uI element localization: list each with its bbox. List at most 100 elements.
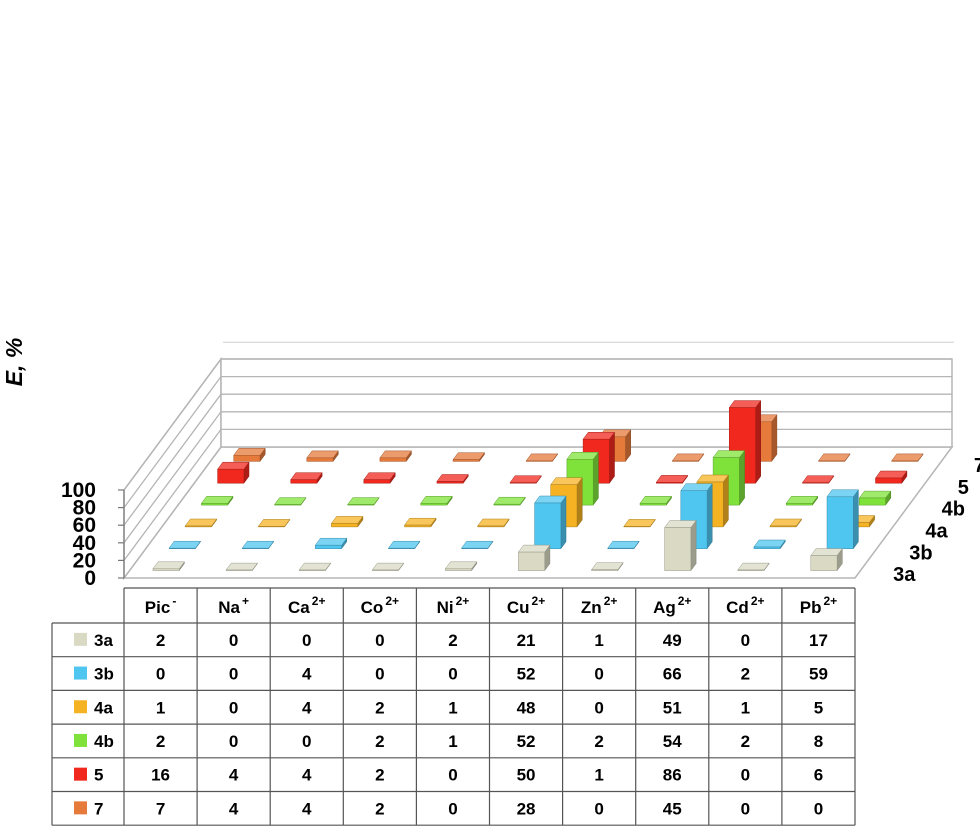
- bar-7-pic: [233, 447, 266, 463]
- depth-label-7: 7: [974, 455, 980, 477]
- y-tick-20: 20: [73, 549, 96, 572]
- category-label-pic: Pic -: [145, 594, 177, 617]
- depth-label-4a: 4a: [925, 520, 948, 542]
- bar-5-ca: [363, 471, 396, 484]
- category-label-ni: Ni 2+: [437, 594, 470, 617]
- cell-3a-ni: 2: [448, 631, 457, 650]
- cell-7-pb: 0: [814, 799, 823, 818]
- bar-3b-ni: [461, 540, 494, 550]
- depth-label-5: 5: [958, 477, 969, 499]
- legend-swatch-4a: [74, 700, 87, 714]
- bar-7-pb: [891, 453, 924, 463]
- legend-swatch-7: [74, 801, 87, 815]
- legend-label-4a: 4a: [94, 698, 113, 717]
- cell-3b-ni: 0: [448, 665, 457, 684]
- bar-7-zn: [671, 453, 705, 463]
- cell-5-ag: 86: [663, 766, 682, 785]
- cell-4a-zn: 0: [594, 698, 603, 717]
- y-tick-60: 60: [73, 514, 96, 537]
- bar-7-co: [452, 451, 486, 463]
- cell-5-pb: 6: [814, 766, 823, 785]
- cell-3b-ag: 66: [663, 665, 682, 684]
- cell-5-co: 2: [375, 766, 384, 785]
- y-tick-80: 80: [73, 497, 96, 520]
- category-label-zn: Zn 2+: [581, 594, 617, 617]
- category-label-cu: Cu 2+: [507, 594, 545, 617]
- bar-3a-co: [371, 562, 405, 572]
- cell-3a-pic: 2: [156, 631, 165, 650]
- bar-3b-pb: [826, 489, 859, 550]
- cell-4a-cu: 48: [517, 698, 536, 717]
- category-label-ag: Ag 2+: [653, 594, 691, 617]
- cell-3a-co: 0: [375, 631, 384, 650]
- bar-5-pb: [875, 470, 908, 484]
- category-label-na: Na +: [218, 594, 249, 617]
- bar-3a-ag: [664, 519, 697, 572]
- bar-3a-zn: [591, 561, 624, 572]
- y-tick-40: 40: [73, 532, 96, 555]
- cell-3a-cu: 21: [517, 631, 536, 650]
- category-label-co: Co 2+: [361, 594, 399, 617]
- legend-label-3a: 3a: [94, 631, 113, 650]
- cell-4a-co: 2: [375, 698, 384, 717]
- cell-3a-na: 0: [229, 631, 238, 650]
- cell-7-ag: 45: [663, 799, 682, 818]
- cell-3b-cd: 2: [741, 665, 750, 684]
- gridline-20: [123, 428, 952, 561]
- data-table: Pic - Na + Ca 2+ Co 2+ Ni 2+ Cu 2+ Zn 2+ Ag 2+ Cd 2+ Pb 2+ 3…: [51, 587, 856, 826]
- bar-4b-cd: [785, 495, 819, 506]
- category-label-cd: Cd 2+: [726, 594, 764, 617]
- cell-3a-pb: 17: [809, 631, 828, 650]
- legend-label-7: 7: [94, 799, 103, 818]
- legend-swatch-5: [74, 767, 87, 781]
- bar-3b-cd: [753, 539, 786, 550]
- cell-3b-ca: 4: [302, 665, 312, 684]
- gridline-100: [123, 358, 952, 491]
- legend-swatch-4b: [74, 733, 87, 747]
- bar-4b-zn: [639, 495, 672, 506]
- bar-3b-ag: [680, 482, 713, 550]
- legend-label-4b: 4b: [94, 732, 114, 751]
- bar-4b-ni: [493, 496, 526, 506]
- bar-3a-pb: [810, 547, 843, 572]
- cell-4a-cd: 1: [741, 698, 750, 717]
- cell-5-zn: 1: [594, 766, 603, 785]
- cell-3a-ca: 0: [302, 631, 311, 650]
- bar-3a-cu: [517, 544, 551, 572]
- cell-3b-zn: 0: [594, 665, 603, 684]
- depth-label-3b: 3b: [909, 542, 932, 564]
- bar-7-ca: [379, 450, 412, 463]
- chart-bars: [152, 399, 924, 572]
- cell-7-pic: 7: [156, 799, 165, 818]
- bar-4b-pic: [200, 495, 234, 506]
- legend-label-5: 5: [94, 766, 103, 785]
- gridline-40: [123, 411, 952, 544]
- y-axis-label: E, %: [1, 338, 27, 387]
- legend-swatch-3a: [74, 632, 87, 646]
- gridline-80: [123, 375, 952, 508]
- cell-7-ni: 0: [448, 799, 457, 818]
- bar-4b-ca: [347, 496, 380, 506]
- cell-5-cu: 50: [517, 766, 536, 785]
- cell-7-zn: 0: [594, 799, 603, 818]
- cell-4a-ca: 4: [302, 698, 312, 717]
- cell-5-ni: 0: [448, 766, 457, 785]
- cell-7-cu: 28: [517, 799, 536, 818]
- bar-3a-ni: [444, 561, 478, 572]
- cell-3a-ag: 49: [663, 631, 682, 650]
- bar-7-na: [306, 450, 339, 463]
- bar-3a-ca: [298, 562, 332, 572]
- y-tick-100: 100: [61, 479, 96, 502]
- cell-3b-co: 0: [375, 665, 384, 684]
- cell-4b-pb: 8: [814, 732, 823, 751]
- cell-7-ca: 4: [302, 799, 312, 818]
- legend-swatch-3b: [74, 666, 87, 680]
- bar-3b-co: [387, 540, 421, 550]
- depth-label-3a: 3a: [893, 564, 916, 586]
- bar-3a-na: [225, 562, 259, 572]
- bar-4a-cd: [769, 518, 802, 528]
- y-tick-0: 0: [84, 567, 96, 590]
- cell-5-na: 4: [229, 766, 239, 785]
